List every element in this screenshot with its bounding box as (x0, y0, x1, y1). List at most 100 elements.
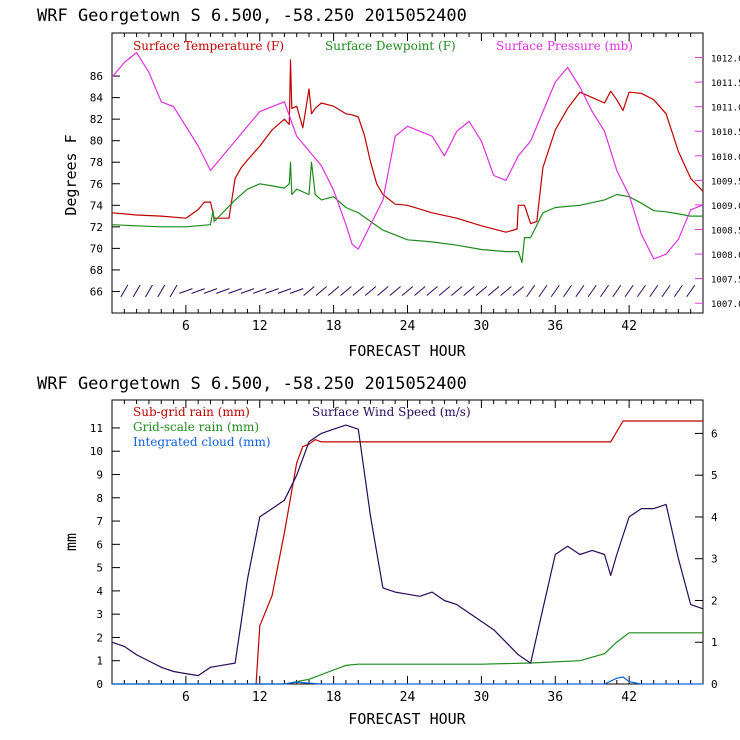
wind-barb (550, 284, 560, 298)
x-tick-label: 18 (326, 319, 342, 334)
x-tick-label: 24 (400, 690, 416, 705)
y-tick-label: 84 (90, 92, 104, 105)
y2-tick-label: 1 (711, 636, 718, 649)
x-tick-label: 12 (252, 319, 268, 334)
rain-panel: WRF Georgetown S 6.500, -58.250 20150524… (37, 374, 718, 728)
wind-barb (661, 284, 671, 298)
wind-barb (169, 284, 178, 298)
y-tick-label: 0 (96, 678, 103, 691)
wind-barb (500, 286, 512, 296)
y-tick-label: 3 (96, 608, 103, 621)
y-tick-label: 76 (90, 178, 103, 191)
temperature-line (111, 59, 704, 233)
y-tick-label: 6 (96, 538, 103, 551)
legend-subgrid-rain: Sub-grid rain (mm) (133, 405, 250, 419)
y-tick-label: 11 (90, 422, 103, 435)
grid-scale-rain-line (112, 632, 703, 685)
x-tick-label: 36 (547, 690, 563, 705)
wind-barb (277, 288, 292, 294)
dewpoint-line (111, 161, 703, 263)
wind-barb (538, 284, 548, 298)
y2-tick-label: 0 (711, 678, 718, 691)
wind-barb (587, 284, 597, 298)
wind-barb (377, 286, 389, 296)
wind-barb (451, 286, 463, 296)
wind-barb (563, 284, 572, 298)
top-x-axis-label: FORECAST HOUR (348, 342, 466, 360)
y-tick-label: 2 (96, 631, 103, 644)
y-tick-label: 74 (90, 199, 104, 212)
wind-barb (389, 286, 401, 296)
wind-barb (475, 286, 488, 296)
y2-tick-label: 1011.5 (711, 79, 740, 89)
top-series-lines (111, 51, 704, 263)
y-tick-label: 82 (90, 113, 103, 126)
legend-surface-wind-speed: Surface Wind Speed (m/s) (312, 405, 471, 419)
y2-tick-label: 4 (711, 511, 718, 524)
y-tick-label: 86 (90, 70, 103, 83)
wind-barb (686, 284, 696, 298)
y2-tick-label: 1007.0 (711, 300, 740, 310)
wind-barb (352, 286, 364, 296)
y-tick-label: 78 (90, 156, 103, 169)
wind-barb (191, 288, 205, 294)
y-tick-label: 72 (90, 221, 103, 234)
wind-barb (426, 286, 438, 296)
temperature-panel: WRF Georgetown S 6.500, -58.250 20150524… (37, 6, 740, 360)
wind-barb (649, 284, 659, 298)
top-chart-title: WRF Georgetown S 6.500, -58.250 20150524… (37, 6, 467, 26)
legend-surface-dewpoint: Surface Dewpoint (F) (325, 39, 456, 53)
y2-tick-label: 1010.5 (711, 128, 740, 138)
wind-barb (600, 284, 609, 298)
wind-barb (575, 284, 585, 298)
wind-barb (364, 286, 377, 296)
wind-barb (303, 286, 315, 296)
wind-barb (438, 286, 451, 296)
y2-tick-label: 1007.5 (711, 276, 740, 286)
wind-barb (315, 286, 327, 296)
legend-surface-temperature: Surface Temperature (F) (133, 39, 284, 53)
x-tick-label: 18 (326, 690, 342, 705)
y2-tick-label: 3 (711, 553, 718, 566)
x-tick-label: 42 (621, 319, 637, 334)
y-tick-label: 7 (96, 515, 103, 528)
y2-tick-label: 1012.0 (711, 55, 740, 65)
y-tick-label: 4 (96, 585, 103, 598)
y2-tick-label: 1008.0 (711, 251, 740, 261)
x-tick-label: 30 (474, 319, 490, 334)
x-tick-label: 36 (547, 319, 563, 334)
wind-barb (612, 284, 622, 298)
wind-barb (132, 284, 141, 298)
top-plot-frame (111, 32, 704, 314)
y2-tick-label: 2 (711, 594, 718, 607)
wind-barb (289, 288, 304, 294)
wind-barb (463, 286, 475, 296)
wind-barb (203, 288, 218, 294)
bottom-series-lines (111, 420, 704, 685)
wind-barb (157, 284, 166, 298)
y-tick-label: 5 (96, 562, 103, 575)
legend-integrated-cloud: Integrated cloud (mm) (133, 435, 271, 449)
wind-barb (414, 286, 426, 296)
x-tick-label: 6 (182, 690, 190, 705)
y2-tick-label: 1009.0 (711, 202, 740, 212)
y2-tick-label: 6 (711, 427, 718, 440)
integrated-cloud-line (112, 676, 703, 685)
wind-barb (340, 286, 352, 296)
x-tick-label: 24 (400, 319, 416, 334)
y-tick-label: 9 (96, 468, 103, 481)
y-tick-label: 10 (90, 445, 103, 458)
wind-barb (145, 284, 153, 298)
y2-tick-label: 5 (711, 469, 718, 482)
y-tick-label: 8 (96, 492, 103, 505)
legend-surface-pressure: Surface Pressure (mb) (496, 39, 633, 53)
wind-barb (179, 288, 193, 294)
wind-barb (253, 288, 267, 294)
wind-barb (401, 286, 414, 296)
wind-barb (265, 288, 279, 294)
y-tick-label: 1 (96, 655, 103, 668)
top-y-axis-label: Degrees F (62, 134, 80, 215)
y-tick-label: 80 (90, 135, 103, 148)
